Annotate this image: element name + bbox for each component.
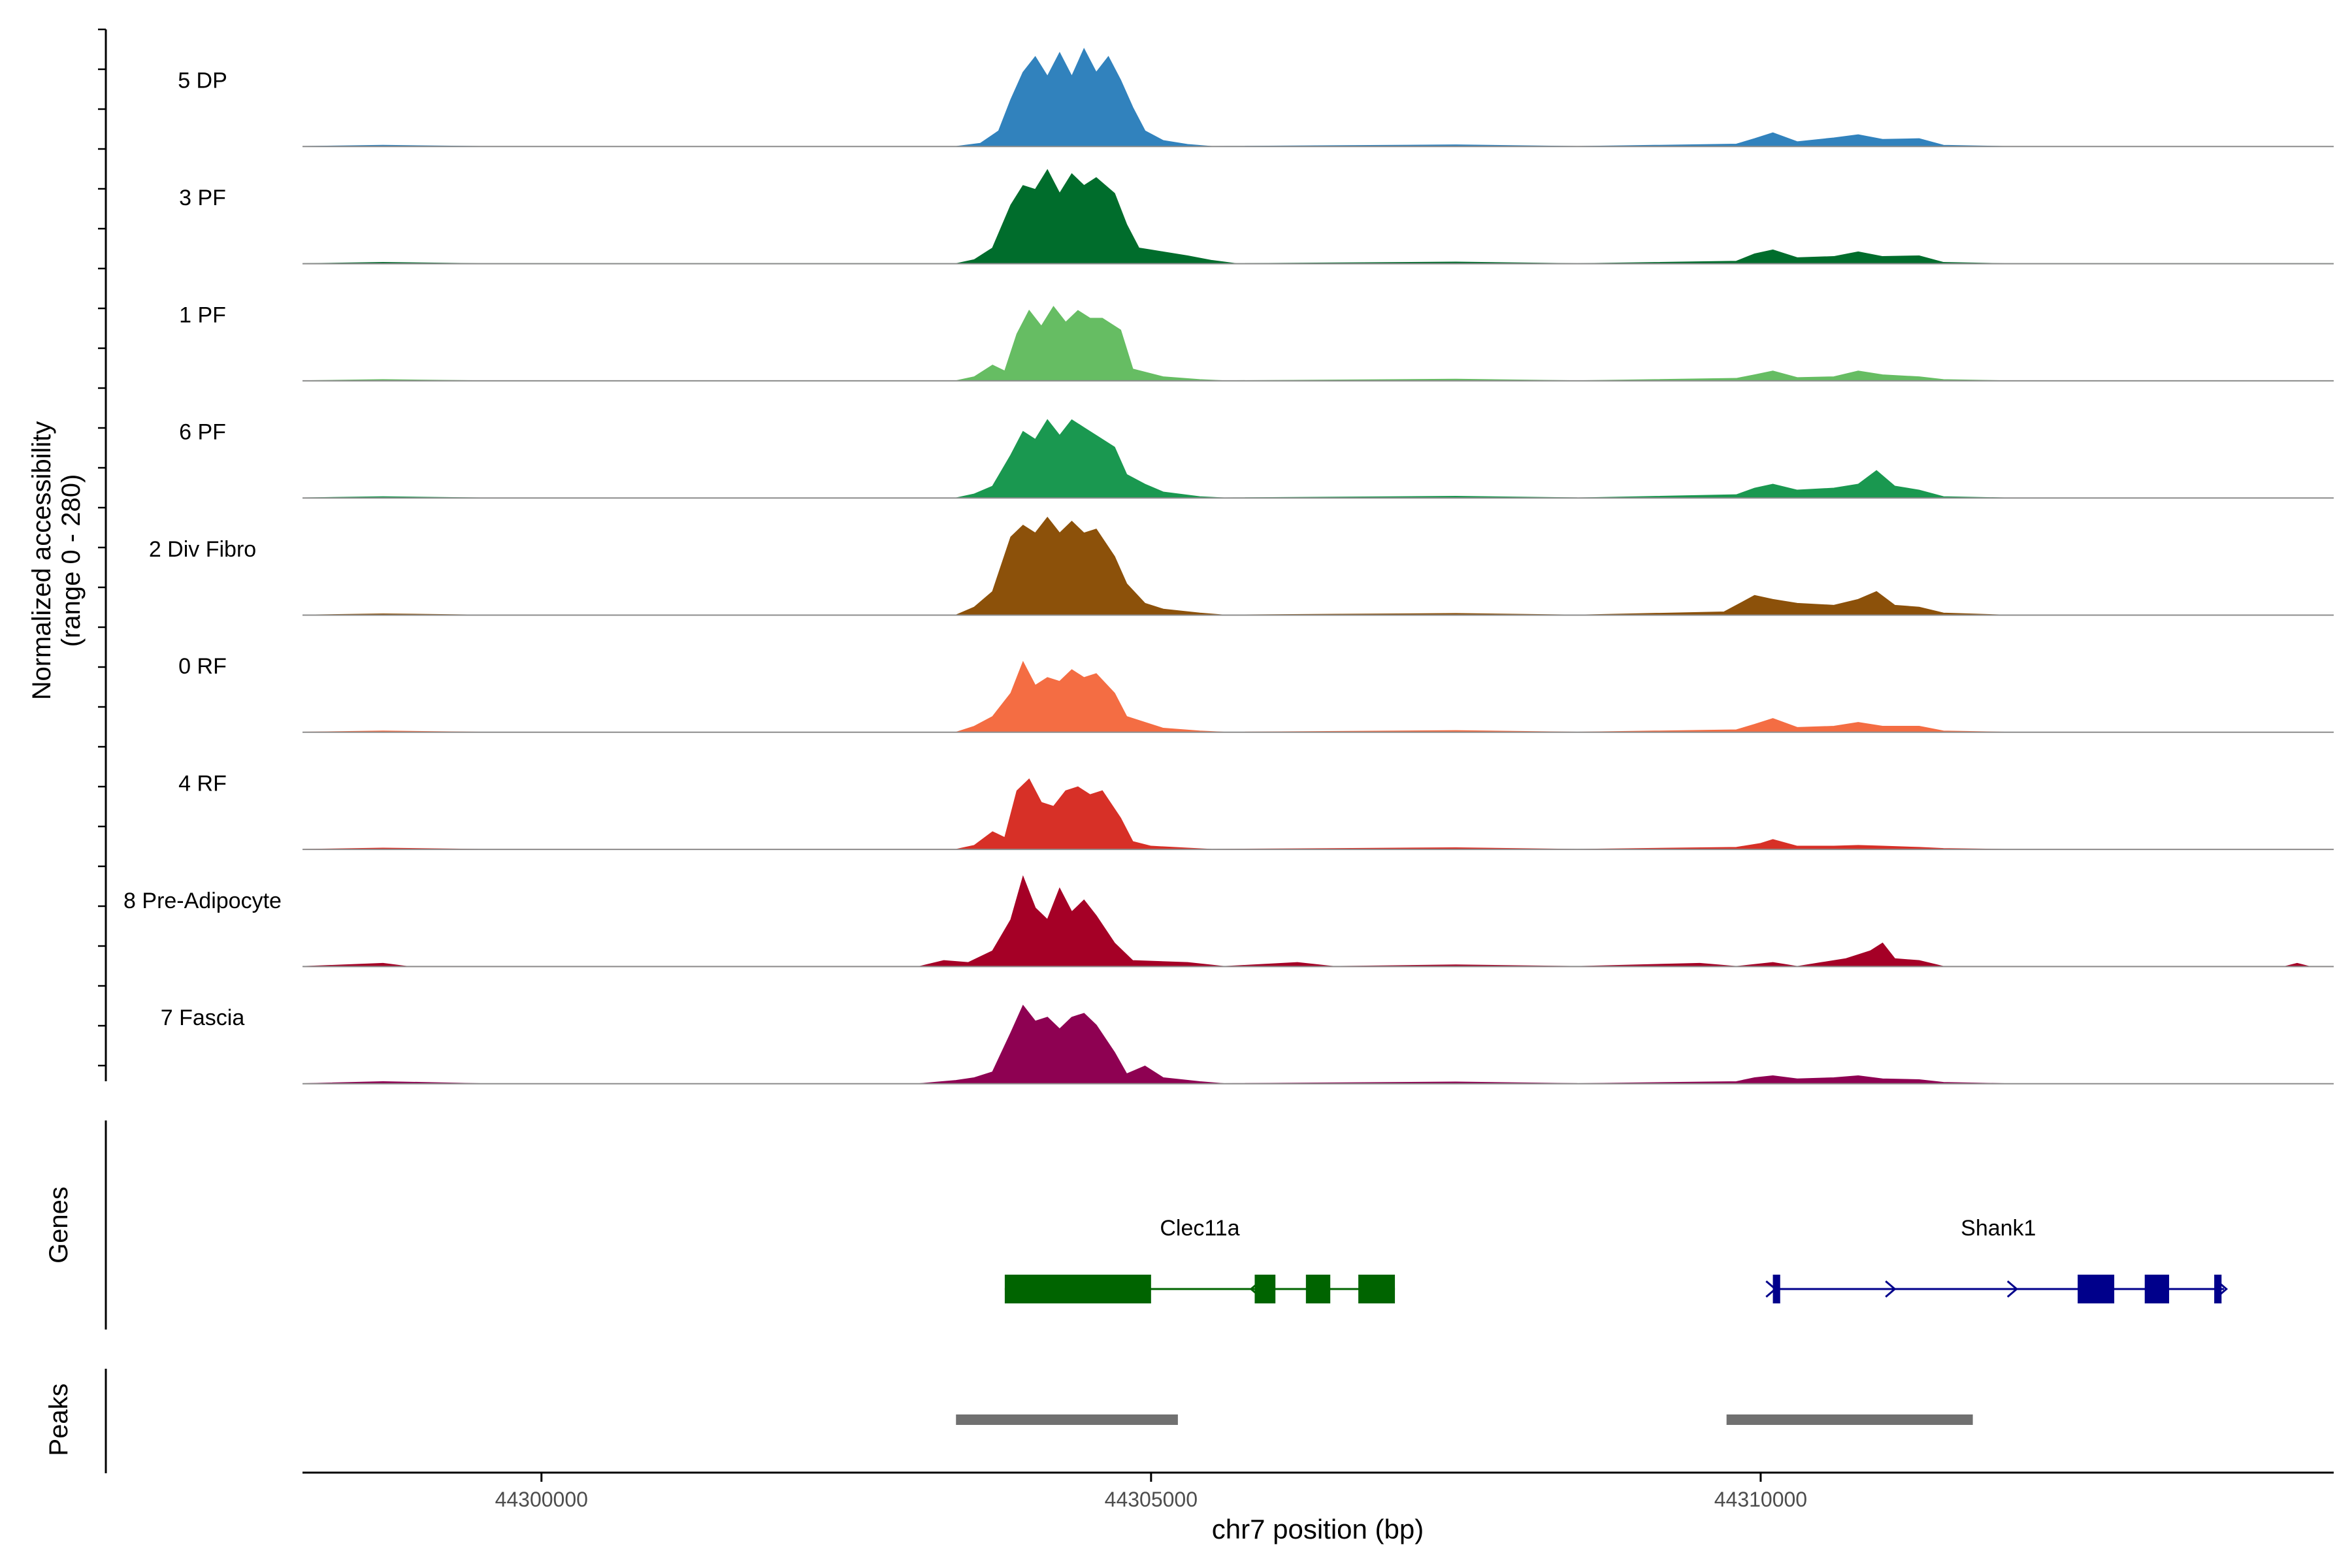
strand-arrow — [2006, 1280, 2019, 1298]
track-3-pf: 3 PF — [179, 169, 2334, 265]
gene-exon — [1305, 1275, 1331, 1303]
gene-name-label: Clec11a — [1160, 1216, 1239, 1241]
strand-arrow — [1249, 1280, 1261, 1298]
genes-panel-label: Genes — [44, 1186, 73, 1264]
track-8-pre-adipocyte: 8 Pre-Adipocyte — [123, 875, 2334, 968]
x-axis-label: chr7 position (bp) — [1212, 1514, 1424, 1544]
track-label: 0 RF — [178, 654, 227, 679]
track-0-rf: 0 RF — [178, 654, 2334, 733]
track-label: 2 Div Fibro — [149, 537, 256, 562]
gene-annotations: Clec11a Shank1 — [1004, 1216, 2229, 1303]
x-tick-label: 44300000 — [495, 1488, 588, 1511]
gene-clec11a: Clec11a — [1004, 1216, 1396, 1303]
y-axis-label-line2: (range 0 - 280) — [57, 474, 86, 647]
strand-arrow — [2216, 1280, 2229, 1298]
track-2-div-fibro: 2 Div Fibro — [149, 516, 2334, 616]
accessibility-tracks: 5 DP 3 PF 1 PF 6 PF 2 Div Fibro 0 RF 4 RF 8 Pre… — [123, 48, 2334, 1085]
x-axis-ticks: 44300000 44305000 44310000 — [495, 1473, 1807, 1511]
gene-exon — [2078, 1275, 2115, 1303]
peak-bar — [956, 1414, 1178, 1425]
gene-exon — [1254, 1275, 1276, 1303]
track-label: 6 PF — [179, 420, 226, 445]
strand-arrow — [1885, 1280, 1897, 1298]
coverage-area-5-dp — [303, 48, 2334, 148]
peak-regions — [956, 1414, 1973, 1425]
track-1-pf: 1 PF — [179, 302, 2334, 382]
track-label: 8 Pre-Adipocyte — [123, 889, 282, 913]
x-tick-label: 44310000 — [1714, 1488, 1807, 1511]
track-6-pf: 6 PF — [179, 419, 2334, 499]
coverage-area-4-rf — [303, 778, 2334, 850]
coverage-area-1-pf — [303, 306, 2334, 382]
track-label: 7 Fascia — [161, 1005, 245, 1030]
coverage-area-7-fascia — [303, 1004, 2334, 1085]
gene-exon — [1358, 1275, 1396, 1303]
track-4-rf: 4 RF — [178, 771, 2334, 851]
gene-exon — [2214, 1275, 2222, 1303]
track-label: 4 RF — [178, 771, 227, 796]
gene-exon — [1004, 1275, 1151, 1303]
track-7-fascia: 7 Fascia — [161, 1004, 2334, 1085]
track-label: 3 PF — [179, 186, 226, 210]
coverage-area-8-pre-adipocyte — [303, 875, 2334, 968]
track-5-dp: 5 DP — [178, 48, 2334, 148]
track-label: 1 PF — [179, 302, 226, 327]
x-tick-label: 44305000 — [1105, 1488, 1198, 1511]
y-axis-label-line1: Normalized accessibility — [27, 421, 56, 700]
gene-name-label: Shank1 — [1961, 1216, 2036, 1241]
coverage-area-3-pf — [303, 169, 2334, 265]
strand-arrow — [1765, 1280, 1777, 1298]
peaks-panel-label: Peaks — [44, 1383, 73, 1456]
gene-exon — [2144, 1275, 2170, 1303]
tracks-y-axis-ticks — [98, 28, 106, 1067]
gene-shank1: Shank1 — [1765, 1216, 2229, 1303]
track-label: 5 DP — [178, 69, 227, 93]
coverage-area-6-pf — [303, 419, 2334, 498]
coverage-area-2-div-fibro — [303, 516, 2334, 616]
coverage-area-0-rf — [303, 661, 2334, 733]
peak-bar — [1726, 1414, 1973, 1425]
